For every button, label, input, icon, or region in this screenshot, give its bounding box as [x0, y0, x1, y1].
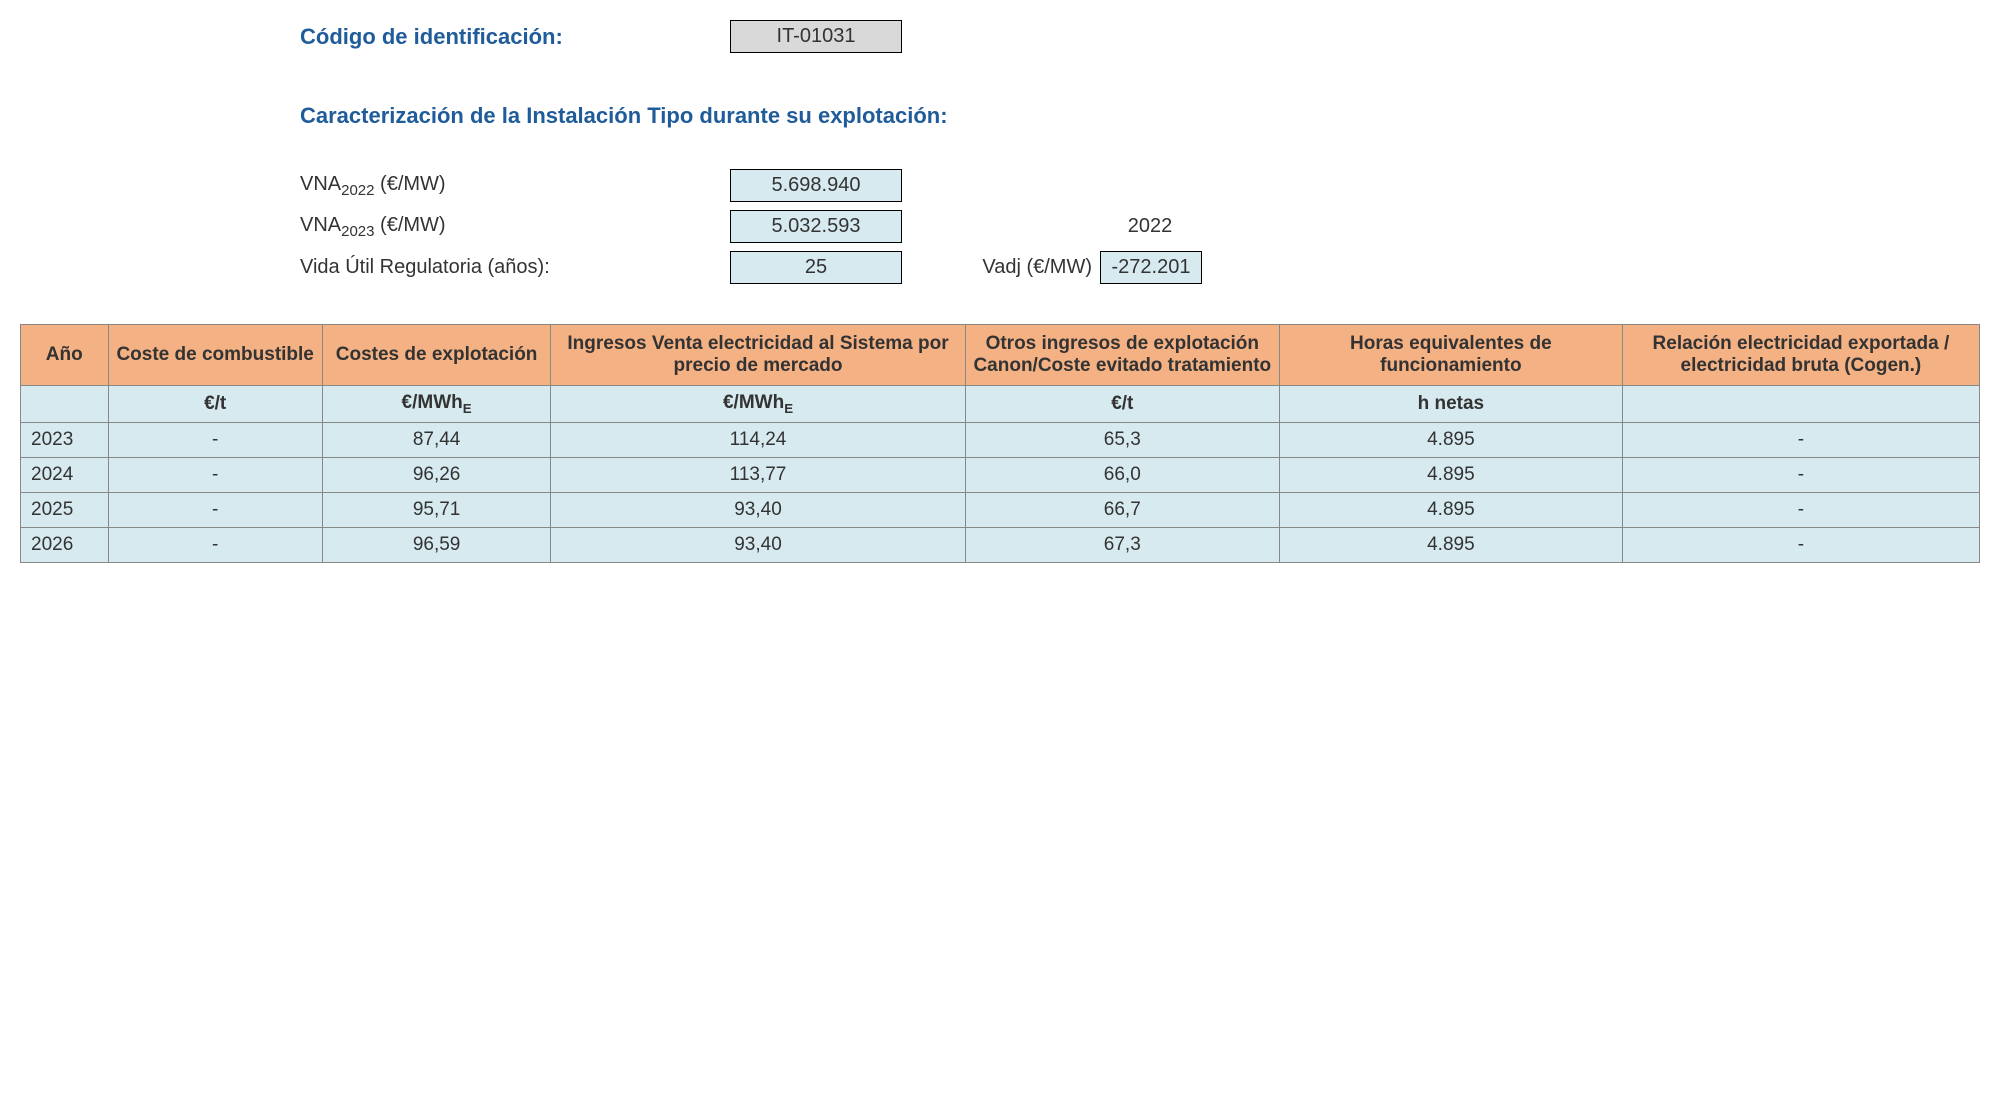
cell-otros: 66,0: [965, 457, 1279, 492]
vna2023-sub: 2023: [341, 223, 374, 240]
cell-costes_expl: 96,26: [322, 457, 551, 492]
th-costes-expl: Costes de explotación: [322, 325, 551, 386]
cell-horas: 4.895: [1279, 422, 1622, 457]
vna2023-label: VNA2023 (€/MW): [300, 214, 730, 240]
unit-horas: h netas: [1279, 386, 1622, 423]
vna2023-prefix: VNA: [300, 214, 341, 236]
vna2022-value: 5.698.940: [730, 169, 902, 202]
cell-horas: 4.895: [1279, 527, 1622, 562]
vna2023-row: VNA2023 (€/MW) 5.032.593 2022: [300, 210, 1980, 243]
cell-ingresos: 114,24: [551, 422, 965, 457]
th-ingresos: Ingresos Venta electricidad al Sistema p…: [551, 325, 965, 386]
code-row: Código de identificación: IT-01031: [300, 20, 1980, 53]
th-coste-comb: Coste de combustible: [108, 325, 322, 386]
cell-coste_comb: -: [108, 527, 322, 562]
header-section: Código de identificación: IT-01031 Carac…: [300, 20, 1980, 284]
unit-row: €/t €/MWhE €/MWhE €/t h netas: [21, 386, 1980, 423]
cell-otros: 67,3: [965, 527, 1279, 562]
cell-relacion: -: [1622, 457, 1979, 492]
code-value: IT-01031: [730, 20, 902, 53]
vida-value: 25: [730, 251, 902, 284]
vna2022-unit: (€/MW): [375, 173, 446, 195]
vadj-label: Vadj (€/MW): [962, 256, 1092, 279]
table-row: 2023-87,44114,2465,34.895-: [21, 422, 1980, 457]
cell-coste_comb: -: [108, 492, 322, 527]
table-row: 2025-95,7193,4066,74.895-: [21, 492, 1980, 527]
unit-ano: [21, 386, 109, 423]
vna2023-unit: (€/MW): [375, 214, 446, 236]
cell-relacion: -: [1622, 422, 1979, 457]
cell-costes_expl: 87,44: [322, 422, 551, 457]
table-header-row: Año Coste de combustible Costes de explo…: [21, 325, 1980, 386]
vna2022-sub: 2022: [341, 182, 374, 199]
data-table: Año Coste de combustible Costes de explo…: [20, 324, 1980, 563]
vadj-group: Vadj (€/MW) -272.201: [962, 251, 1202, 284]
section-title: Caracterización de la Instalación Tipo d…: [300, 103, 1980, 129]
year-right-group: 2022: [962, 215, 1200, 238]
vna2022-label: VNA2022 (€/MW): [300, 173, 730, 199]
unit-coste-comb: €/t: [108, 386, 322, 423]
cell-ano: 2025: [21, 492, 109, 527]
cell-costes_expl: 96,59: [322, 527, 551, 562]
cell-costes_expl: 95,71: [322, 492, 551, 527]
vna2022-row: VNA2022 (€/MW) 5.698.940: [300, 169, 1980, 202]
cell-otros: 65,3: [965, 422, 1279, 457]
cell-otros: 66,7: [965, 492, 1279, 527]
vida-label: Vida Útil Regulatoria (años):: [300, 256, 730, 279]
cell-horas: 4.895: [1279, 492, 1622, 527]
unit-costes-expl: €/MWhE: [322, 386, 551, 423]
th-ano: Año: [21, 325, 109, 386]
vida-row: Vida Útil Regulatoria (años): 25 Vadj (€…: [300, 251, 1980, 284]
cell-horas: 4.895: [1279, 457, 1622, 492]
cell-coste_comb: -: [108, 422, 322, 457]
table-row: 2024-96,26113,7766,04.895-: [21, 457, 1980, 492]
cell-ingresos: 113,77: [551, 457, 965, 492]
unit-ingresos: €/MWhE: [551, 386, 965, 423]
vna2022-prefix: VNA: [300, 173, 341, 195]
year-right: 2022: [1100, 215, 1200, 238]
vna2023-value: 5.032.593: [730, 210, 902, 243]
table-row: 2026-96,5993,4067,34.895-: [21, 527, 1980, 562]
th-horas: Horas equivalentes de funcionamiento: [1279, 325, 1622, 386]
code-label: Código de identificación:: [300, 24, 730, 50]
th-relacion: Relación electricidad exportada / electr…: [1622, 325, 1979, 386]
cell-relacion: -: [1622, 492, 1979, 527]
cell-relacion: -: [1622, 527, 1979, 562]
vadj-value: -272.201: [1100, 251, 1202, 284]
unit-otros: €/t: [965, 386, 1279, 423]
cell-ingresos: 93,40: [551, 527, 965, 562]
unit-relacion: [1622, 386, 1979, 423]
th-otros: Otros ingresos de explotación Canon/Cost…: [965, 325, 1279, 386]
cell-ano: 2023: [21, 422, 109, 457]
cell-ano: 2026: [21, 527, 109, 562]
cell-ingresos: 93,40: [551, 492, 965, 527]
cell-ano: 2024: [21, 457, 109, 492]
cell-coste_comb: -: [108, 457, 322, 492]
